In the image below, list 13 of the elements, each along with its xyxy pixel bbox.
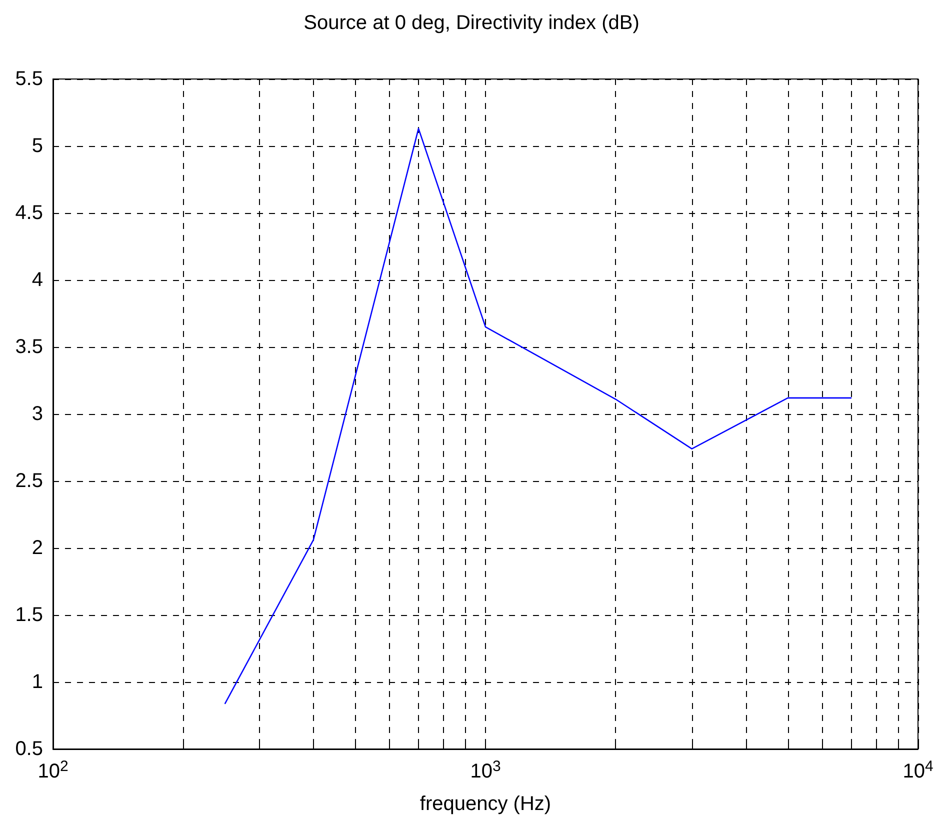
- y-tick-label: 0.5: [15, 738, 43, 760]
- y-tick-label: 1.5: [15, 604, 43, 626]
- y-tick-label: 5.5: [15, 68, 43, 90]
- y-tick-label: 4: [32, 269, 43, 291]
- chart-title: Source at 0 deg, Directivity index (dB): [304, 12, 640, 34]
- y-tick-label: 2.5: [15, 470, 43, 492]
- y-tick-label: 3: [32, 403, 43, 425]
- y-tick-label: 3.5: [15, 336, 43, 358]
- y-tick-label: 2: [32, 537, 43, 559]
- x-axis-title: frequency (Hz): [420, 793, 552, 815]
- y-tick-label: 5: [32, 135, 43, 157]
- y-tick-label: 1: [32, 671, 43, 693]
- y-tick-label: 4.5: [15, 202, 43, 224]
